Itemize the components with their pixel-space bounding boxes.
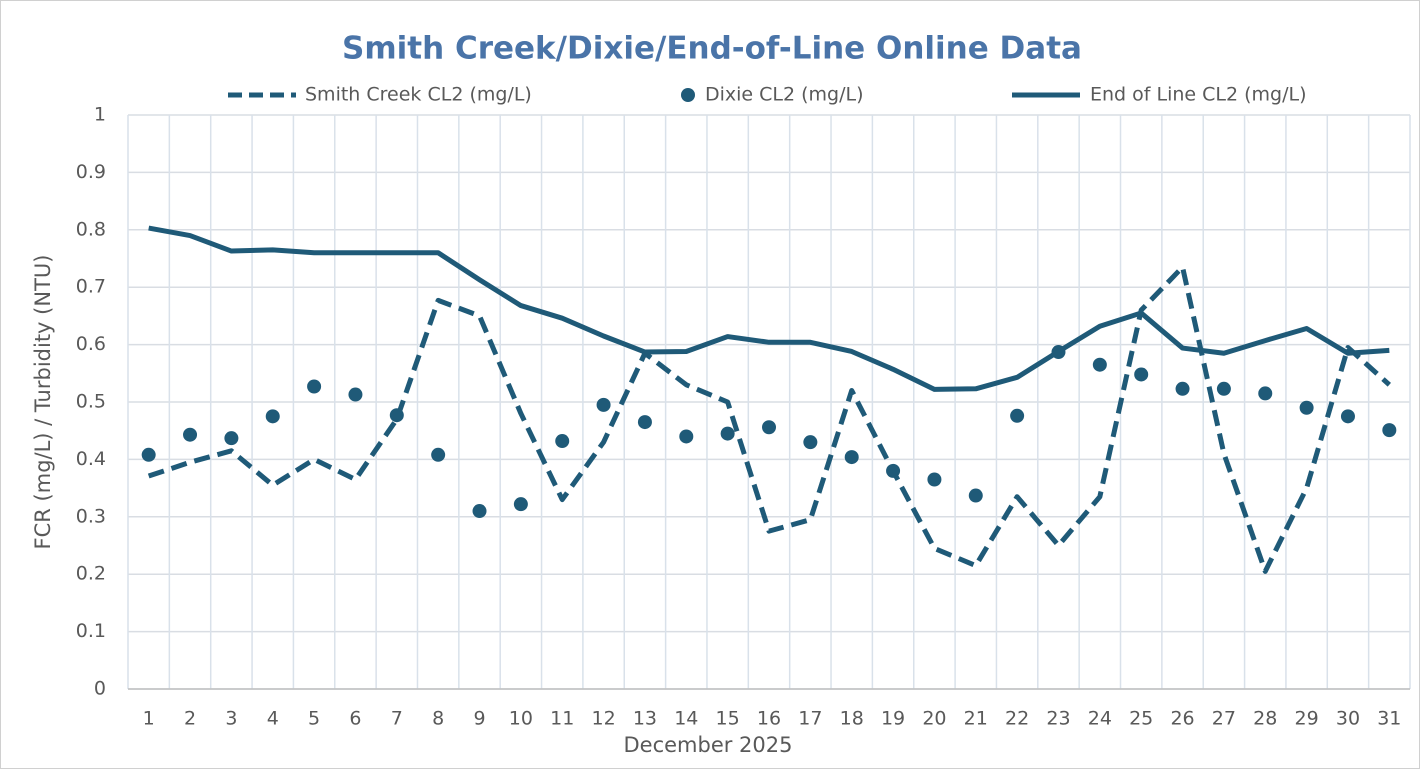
y-tick-label: 1 (94, 104, 106, 126)
data-point (1216, 381, 1231, 396)
series-line (148, 225, 1390, 392)
legend-marker (681, 88, 695, 102)
x-tick-label: 2 (184, 708, 196, 730)
x-tick-label: 19 (881, 708, 905, 730)
y-tick-label: 0.5 (76, 391, 106, 413)
x-tick-label: 15 (716, 708, 740, 730)
data-point (1134, 367, 1149, 382)
legend-label: Dixie CL2 (mg/L) (705, 84, 864, 106)
data-point (265, 409, 280, 424)
data-point (1092, 357, 1107, 372)
data-point (472, 504, 487, 519)
x-tick-label: 10 (509, 708, 533, 730)
y-tick-label: 0.8 (76, 218, 106, 240)
x-tick-label: 1 (143, 708, 155, 730)
x-tick-label: 6 (349, 708, 361, 730)
y-tick-label: 0.9 (76, 161, 106, 183)
x-tick-label: 23 (1046, 708, 1070, 730)
x-tick-label: 30 (1336, 708, 1360, 730)
data-point (224, 431, 239, 446)
x-tick-label: 11 (550, 708, 574, 730)
x-tick-label: 27 (1212, 708, 1236, 730)
data-point (968, 488, 983, 503)
y-tick-label: 0.6 (76, 333, 106, 355)
y-axis-label: FCR (mg/L) / Turbidity (NTU) (31, 255, 55, 550)
data-point (803, 435, 818, 450)
x-tick-label: 28 (1253, 708, 1277, 730)
series-line (147, 264, 1391, 574)
data-point (183, 427, 198, 442)
x-tick-label: 8 (432, 708, 444, 730)
x-tick-label: 24 (1088, 708, 1112, 730)
x-tick-label: 12 (591, 708, 615, 730)
x-tick-label: 16 (757, 708, 781, 730)
data-point (886, 463, 901, 478)
chart-title: Smith Creek/Dixie/End-of-Line Online Dat… (342, 31, 1082, 67)
data-point (762, 420, 776, 435)
x-tick-label: 13 (633, 708, 657, 730)
data-point (1010, 408, 1025, 423)
x-tick-label: 17 (798, 708, 822, 730)
x-tick-label: 21 (964, 708, 988, 730)
x-tick-label: 4 (267, 708, 279, 730)
data-point (431, 447, 446, 462)
data-point (389, 408, 404, 423)
data-point (555, 434, 570, 449)
data-point (720, 426, 735, 441)
x-tick-label: 20 (922, 708, 946, 730)
y-tick-label: 0.3 (76, 505, 106, 527)
y-tick-label: 0.1 (76, 620, 106, 642)
data-point (348, 387, 363, 402)
data-point (637, 415, 652, 430)
data-point (513, 497, 528, 512)
x-tick-label: 26 (1170, 708, 1194, 730)
x-tick-label: 22 (1005, 708, 1029, 730)
y-tick-label: 0.4 (76, 448, 106, 470)
data-point (927, 472, 942, 487)
legend-label: Smith Creek CL2 (mg/L) (305, 84, 532, 106)
x-axis-label: December 2025 (623, 733, 792, 757)
x-tick-label: 5 (308, 708, 320, 730)
x-tick-label: 18 (840, 708, 864, 730)
data-point (596, 397, 611, 412)
data-point (141, 447, 156, 462)
x-tick-label: 14 (674, 708, 698, 730)
x-tick-label: 3 (225, 708, 237, 730)
legend-label: End of Line CL2 (mg/L) (1090, 84, 1307, 106)
data-point (844, 450, 859, 465)
x-tick-label: 29 (1295, 708, 1319, 730)
data-point (307, 379, 322, 394)
x-tick-label: 31 (1377, 708, 1401, 730)
x-tick-label: 9 (473, 708, 485, 730)
x-tick-label: 7 (391, 708, 403, 730)
data-point (1340, 409, 1355, 424)
data-point (1175, 381, 1190, 396)
data-point (1382, 423, 1397, 438)
y-tick-label: 0.2 (76, 563, 106, 585)
data-point (1299, 400, 1314, 415)
data-point (679, 429, 694, 444)
x-tick-label: 25 (1129, 708, 1153, 730)
y-tick-label: 0 (94, 678, 106, 700)
y-tick-label: 0.7 (76, 276, 106, 298)
data-point (1258, 386, 1273, 401)
